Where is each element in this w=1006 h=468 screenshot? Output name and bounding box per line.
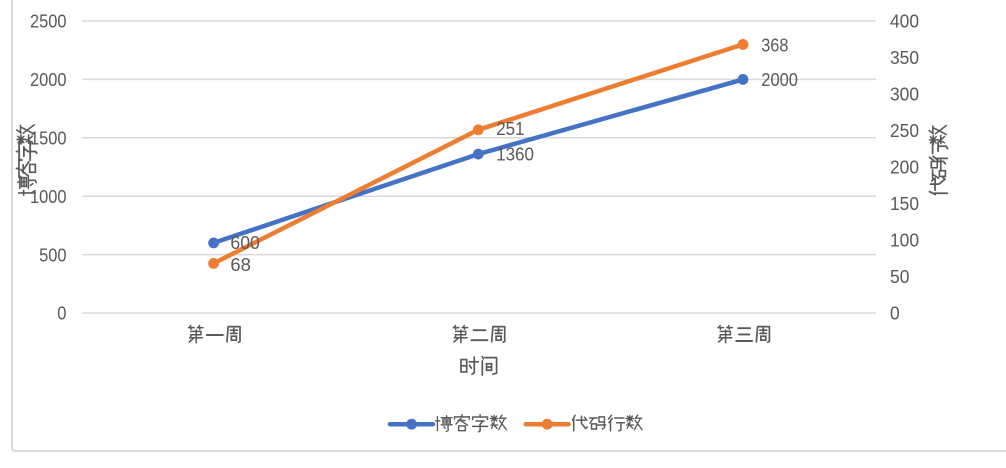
- svg-text:50: 50: [890, 266, 909, 287]
- svg-text:68: 68: [230, 254, 251, 275]
- svg-text:350: 350: [890, 47, 919, 68]
- svg-text:368: 368: [761, 34, 788, 55]
- svg-text:1500: 1500: [30, 128, 67, 149]
- svg-text:0: 0: [890, 303, 900, 324]
- svg-text:2000: 2000: [761, 69, 798, 90]
- svg-text:1360: 1360: [496, 144, 534, 165]
- svg-text:2000: 2000: [30, 69, 67, 90]
- svg-text:150: 150: [890, 193, 919, 214]
- svg-text:500: 500: [39, 244, 66, 265]
- svg-text:100: 100: [890, 230, 919, 251]
- svg-text:2500: 2500: [30, 11, 67, 32]
- svg-text:0: 0: [57, 303, 66, 324]
- svg-text:300: 300: [890, 84, 919, 105]
- svg-text:251: 251: [496, 118, 524, 139]
- svg-text:400: 400: [890, 11, 919, 32]
- svg-text:600: 600: [230, 232, 260, 253]
- svg-text:1000: 1000: [30, 186, 67, 207]
- svg-text:250: 250: [890, 120, 919, 141]
- svg-text:200: 200: [890, 157, 919, 178]
